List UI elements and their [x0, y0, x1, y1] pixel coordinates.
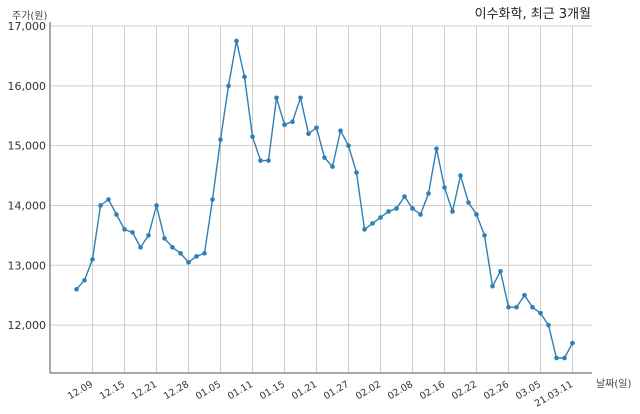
x-tick-label: 02.26	[482, 379, 511, 402]
data-point	[482, 233, 487, 238]
data-point	[490, 283, 495, 289]
data-point	[74, 286, 79, 292]
price-series	[74, 38, 575, 361]
data-point	[146, 233, 151, 238]
data-point	[474, 212, 479, 217]
data-point	[506, 304, 511, 310]
x-tick-label: 02.08	[386, 379, 415, 402]
data-point	[362, 227, 367, 232]
data-point	[330, 164, 335, 169]
data-point	[570, 340, 575, 346]
y-tick-label: 12,000	[8, 319, 47, 332]
data-point	[538, 310, 543, 316]
data-point	[138, 245, 143, 250]
data-point	[274, 95, 279, 101]
x-tick-label: 12.09	[66, 379, 95, 402]
y-tick-label: 13,000	[8, 259, 47, 272]
data-point	[98, 203, 103, 208]
data-point	[562, 355, 567, 361]
y-tick-label: 16,000	[8, 80, 47, 93]
data-point	[258, 158, 263, 163]
gridlines	[50, 25, 592, 373]
data-point	[170, 245, 175, 250]
data-point	[250, 134, 255, 139]
data-point	[106, 197, 111, 202]
data-point	[354, 170, 359, 175]
data-point	[346, 143, 351, 148]
y-axis-label: 주가(원)	[12, 10, 48, 22]
x-axis-label: 날짜(일)	[596, 378, 632, 390]
x-tick-label: 12.28	[162, 379, 191, 402]
data-point	[442, 185, 447, 190]
chart-title: 이수화학, 최근 3개월	[475, 7, 591, 22]
data-point	[194, 254, 199, 259]
y-tick-label: 15,000	[8, 140, 47, 153]
x-tick-label: 01.15	[258, 379, 287, 402]
data-point	[282, 122, 287, 128]
data-point	[498, 268, 503, 274]
data-point	[122, 227, 127, 232]
x-tick-label: 01.05	[194, 379, 223, 402]
data-point	[130, 230, 135, 235]
data-point	[466, 200, 471, 205]
x-tick-label: 01.27	[322, 379, 351, 402]
data-point	[234, 38, 239, 44]
data-point	[378, 215, 383, 220]
data-point	[322, 155, 327, 160]
data-point	[426, 191, 431, 196]
data-point	[210, 197, 215, 202]
data-point	[370, 221, 375, 226]
data-point	[418, 212, 423, 217]
data-point	[386, 209, 391, 214]
y-tick-label: 17,000	[8, 20, 47, 33]
data-point	[178, 251, 183, 256]
x-tick-label: 12.21	[130, 379, 159, 402]
data-point	[242, 74, 247, 80]
data-point	[82, 277, 87, 283]
data-point	[458, 173, 463, 178]
data-point	[90, 257, 95, 262]
data-point	[434, 146, 439, 151]
data-point	[402, 194, 407, 199]
data-point	[514, 304, 519, 310]
data-point	[306, 131, 311, 136]
data-point	[314, 125, 319, 131]
data-point	[410, 206, 415, 211]
data-point	[186, 260, 191, 265]
data-point	[154, 203, 159, 208]
axis-ticks: 12,000 13,000 14,000 15,000 16,000 17,000 12.0…	[8, 20, 592, 410]
data-point	[202, 251, 207, 256]
data-point	[266, 158, 271, 163]
data-point	[554, 355, 559, 361]
data-point	[290, 119, 295, 125]
data-point	[450, 209, 455, 214]
data-point	[298, 95, 303, 101]
data-point	[530, 304, 535, 310]
data-point	[522, 292, 527, 298]
data-point	[218, 137, 223, 142]
data-point	[226, 83, 231, 89]
x-tick-label: 02.22	[450, 379, 479, 402]
data-point	[114, 212, 119, 217]
x-tick-label: 02.02	[354, 379, 383, 402]
data-point	[162, 236, 167, 241]
x-tick-label: 01.21	[290, 379, 319, 402]
data-point	[394, 206, 399, 211]
x-tick-label: 12.15	[98, 379, 127, 402]
x-tick-label: 02.16	[418, 379, 447, 402]
data-point	[338, 128, 343, 133]
data-point	[546, 322, 551, 328]
series-line	[75, 40, 574, 359]
x-tick-label: 01.11	[226, 379, 255, 402]
y-tick-label: 14,000	[8, 199, 47, 212]
